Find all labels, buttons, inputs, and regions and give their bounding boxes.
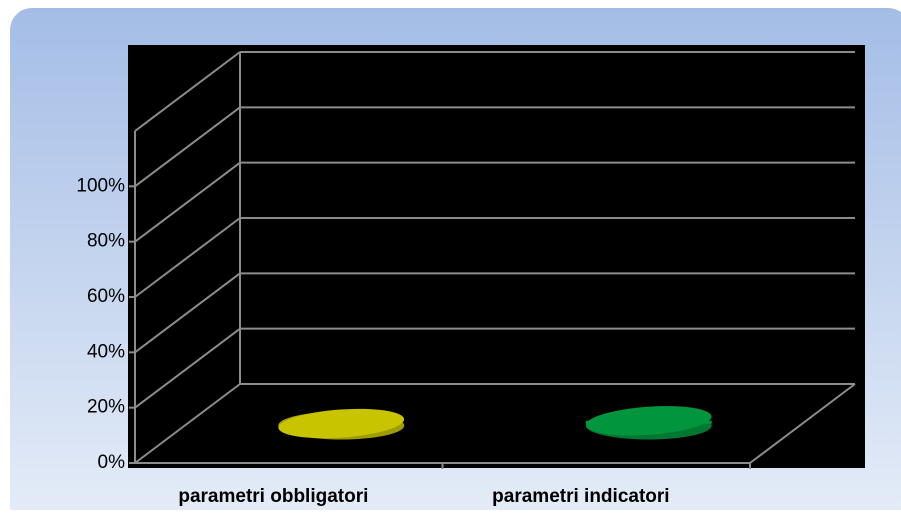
y-tick-label: 60% [87,286,125,307]
grid-line [134,106,241,188]
y-tick-label: 40% [87,341,125,362]
x-tick-label: parametri obbligatori [178,486,368,507]
grid-line [134,272,241,354]
y-tick-label: 20% [87,397,125,418]
grid-line [134,217,241,298]
plot-area [128,45,865,468]
grid-line [134,161,241,243]
top-diag [134,51,241,132]
floor-right [749,383,856,464]
grid-line [134,327,241,409]
y-tick-label: 0% [98,452,126,473]
cylinder-top [585,406,712,436]
cylinder-top [278,408,405,439]
y-tick-label: 80% [87,231,125,252]
y-tick-label: 100% [76,175,125,196]
grid-line [134,383,241,464]
x-tick-label: parametri indicatori [492,486,669,507]
